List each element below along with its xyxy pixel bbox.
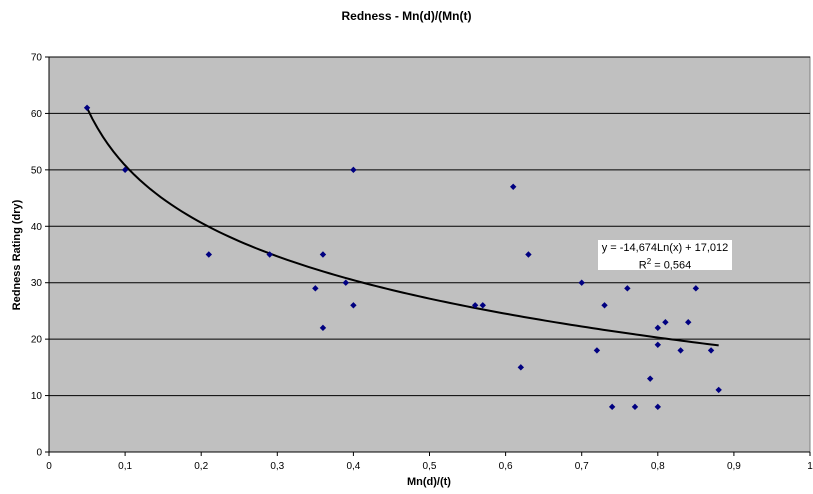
data-point	[654, 403, 661, 411]
y-axis-title: Redness Rating (dry)	[11, 199, 23, 311]
data-points	[83, 104, 722, 411]
y-tick-label: 30	[31, 278, 43, 289]
x-tick-label: 0,8	[651, 461, 665, 472]
trendline-r-squared: R2 = 0,564	[598, 255, 732, 273]
data-point	[662, 319, 669, 326]
y-tick-label: 20	[31, 335, 43, 346]
data-point	[312, 285, 319, 292]
data-point	[342, 279, 349, 286]
data-point	[479, 302, 486, 309]
trendline-curve	[86, 107, 719, 347]
x-tick-label: 0,2	[194, 461, 208, 472]
data-point	[205, 251, 213, 258]
data-point	[707, 347, 715, 354]
data-point	[715, 386, 722, 394]
gridlines	[49, 56, 810, 397]
data-point	[601, 302, 608, 309]
data-point	[578, 279, 585, 286]
data-point	[319, 251, 327, 258]
x-tick-label: 0,3	[270, 461, 284, 472]
data-point	[654, 341, 661, 348]
x-tick-label: 0,7	[575, 461, 589, 472]
x-tick-label: 0	[46, 461, 52, 472]
data-point	[654, 324, 661, 332]
chart-title: Redness - Mn(d)/(Mn(t)	[341, 9, 472, 23]
y-tick-label: 50	[31, 165, 43, 176]
data-point	[692, 285, 700, 292]
y-axis-ticks: 0 10 20 30 40 50 60 70	[31, 53, 49, 459]
x-tick-label: 0,1	[118, 461, 132, 472]
data-point	[677, 347, 684, 354]
trendline-equation: y = -14,674Ln(x) + 17,012	[601, 242, 729, 254]
x-tick-label: 0,6	[499, 461, 513, 472]
data-point	[608, 403, 616, 411]
r-squared-exponent: 2	[646, 257, 652, 266]
x-axis-ticks: 0 0,1 0,2 0,3 0,4 0,5 0,6 0,7 0,8 0,9 1	[46, 452, 813, 472]
x-axis-title: Mn(d)/(t)	[407, 476, 451, 488]
x-tick-label: 1	[807, 461, 813, 472]
data-point	[525, 251, 532, 258]
x-tick-label: 0,5	[423, 461, 437, 472]
data-point	[83, 104, 91, 111]
r-squared-value: = 0,564	[651, 259, 692, 272]
y-tick-label: 60	[31, 109, 43, 120]
data-point	[624, 285, 631, 292]
data-point	[510, 183, 517, 190]
data-point	[517, 364, 525, 371]
y-tick-label: 70	[31, 53, 43, 64]
y-tick-label: 10	[31, 391, 43, 402]
r-squared-prefix: R	[638, 259, 647, 272]
x-tick-label: 0,9	[727, 461, 741, 472]
data-point	[593, 347, 601, 354]
data-point	[319, 324, 327, 332]
trendline-label: y = -14,674Ln(x) + 17,012 R2 = 0,564	[598, 240, 732, 273]
data-point	[121, 166, 129, 174]
data-point	[471, 302, 479, 309]
data-point	[350, 166, 357, 174]
x-tick-label: 0,4	[346, 461, 360, 472]
y-tick-label: 0	[36, 448, 42, 459]
y-tick-label: 40	[31, 222, 43, 233]
data-point	[685, 319, 692, 326]
data-point	[646, 375, 654, 382]
data-point	[350, 302, 357, 309]
trendline	[86, 107, 719, 347]
data-point	[631, 403, 639, 411]
data-point	[266, 251, 273, 258]
